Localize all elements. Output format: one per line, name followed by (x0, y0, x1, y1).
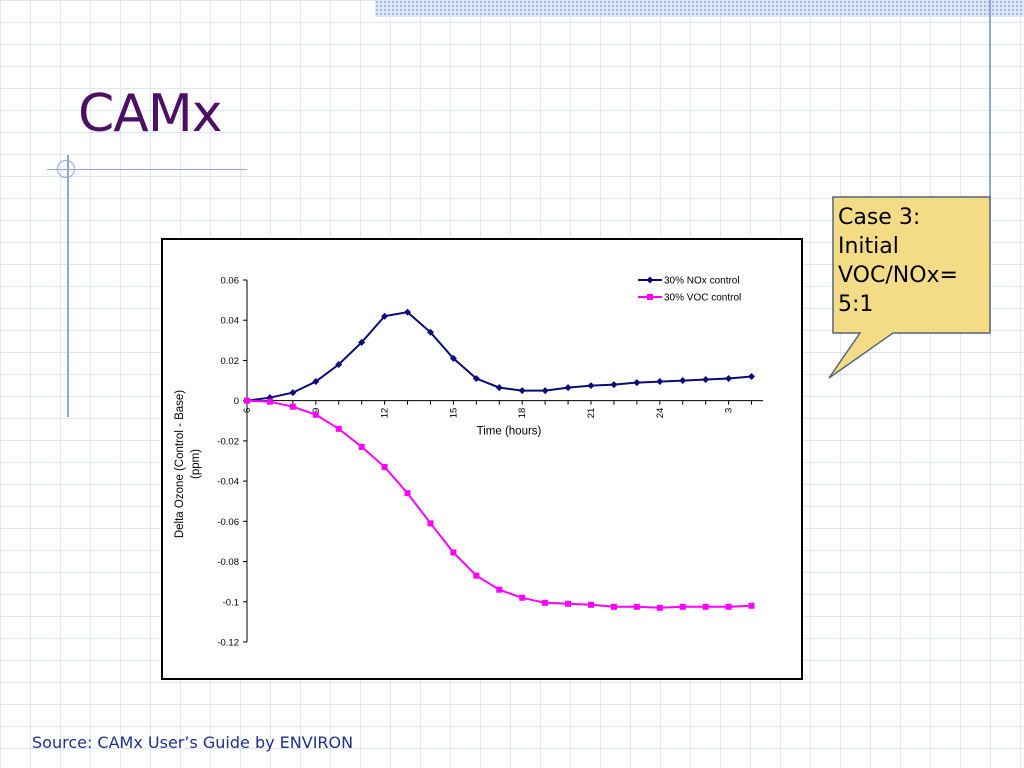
data-point (587, 382, 595, 390)
data-point (312, 378, 320, 386)
y-tick-label: -0.08 (217, 557, 239, 568)
data-point (656, 378, 664, 386)
data-point (748, 602, 755, 609)
x-axis-title: Time (hours) (477, 426, 542, 438)
decorative-vertical-line-left (67, 155, 69, 417)
decorative-vertical-line-right (989, 0, 991, 200)
data-point (656, 604, 663, 611)
data-point (426, 328, 434, 336)
data-point (427, 520, 434, 527)
y-axis-title: (ppm) (190, 449, 202, 479)
x-tick-label: 21 (586, 408, 597, 419)
y-tick-label: -0.12 (217, 638, 239, 649)
decorative-circle (57, 160, 75, 178)
data-point (312, 411, 319, 418)
data-point (610, 603, 617, 610)
data-point (450, 549, 457, 556)
legend-label: 30% VOC control (664, 293, 741, 304)
y-tick-label: 0.04 (221, 316, 240, 327)
data-point (518, 387, 526, 395)
case-callout: Case 3: Initial VOC/NOx= 5:1 (825, 195, 995, 385)
y-tick-label: 0.02 (221, 356, 240, 367)
y-tick-label: 0 (234, 396, 239, 407)
data-point (610, 381, 618, 389)
data-point (725, 375, 733, 383)
legend-marker (647, 294, 653, 300)
slide-title: CAMx (78, 84, 223, 144)
x-tick-label: 6 (242, 408, 253, 413)
data-point (404, 490, 411, 497)
x-tick-label: 3 (724, 408, 735, 413)
y-axis-title: Delta Ozone (Control - Base) (174, 390, 186, 538)
data-point (335, 360, 343, 368)
data-point (633, 379, 641, 387)
chart-frame: 0.06 0.04 0.02 0 -0.02 -0.04 -0.06 -0.08 -0.1 -0.… (161, 238, 803, 680)
data-point (542, 599, 549, 606)
data-point (473, 572, 480, 579)
data-point (679, 603, 686, 610)
data-point (702, 376, 710, 384)
source-citation: Source: CAMx User’s Guide by ENVIRON (32, 733, 354, 752)
data-point (404, 308, 412, 316)
data-point (679, 377, 687, 385)
callout-line: VOC/NOx= (838, 263, 958, 288)
x-tick-label: 15 (448, 408, 459, 419)
data-point (633, 603, 640, 610)
data-point (748, 373, 756, 381)
x-tick-label: 12 (380, 408, 391, 419)
data-point (266, 398, 273, 405)
data-point (381, 464, 388, 471)
data-point (702, 603, 709, 610)
y-tick-label: -0.1 (223, 597, 239, 608)
x-tick-label: 9 (311, 408, 322, 413)
x-tick-label: 24 (655, 408, 666, 419)
data-point (565, 600, 572, 607)
legend-marker (646, 276, 654, 284)
data-point (495, 384, 503, 392)
callout-line: Case 3: (838, 205, 921, 230)
data-point (244, 397, 250, 404)
y-tick-label: -0.06 (217, 517, 239, 528)
y-tick-label: -0.04 (217, 477, 239, 488)
data-point (472, 375, 480, 383)
legend-label: 30% NOx control (664, 276, 740, 287)
data-point (449, 354, 457, 362)
y-tick-label: -0.02 (217, 436, 239, 447)
data-point (725, 603, 732, 610)
data-point (496, 586, 503, 593)
y-tick-label: 0.06 (221, 276, 240, 287)
data-point (588, 601, 594, 608)
data-point (519, 594, 526, 601)
data-point (541, 387, 549, 395)
callout-line: 5:1 (838, 292, 874, 317)
title-underline (47, 169, 247, 170)
data-point (358, 338, 366, 346)
data-point (289, 389, 297, 397)
data-point (358, 443, 365, 450)
data-point (289, 403, 296, 410)
data-point (381, 312, 389, 320)
data-point (564, 384, 572, 392)
data-point (335, 425, 342, 432)
callout-shape (828, 196, 991, 379)
decorative-top-band (375, 0, 1024, 17)
callout-text: Case 3: Initial VOC/NOx= 5:1 (838, 203, 988, 319)
callout-line: Initial (838, 234, 899, 259)
x-tick-label: 18 (517, 408, 528, 419)
delta-ozone-chart: 0.06 0.04 0.02 0 -0.02 -0.04 -0.06 -0.08 -0.1 -0.… (174, 276, 763, 649)
